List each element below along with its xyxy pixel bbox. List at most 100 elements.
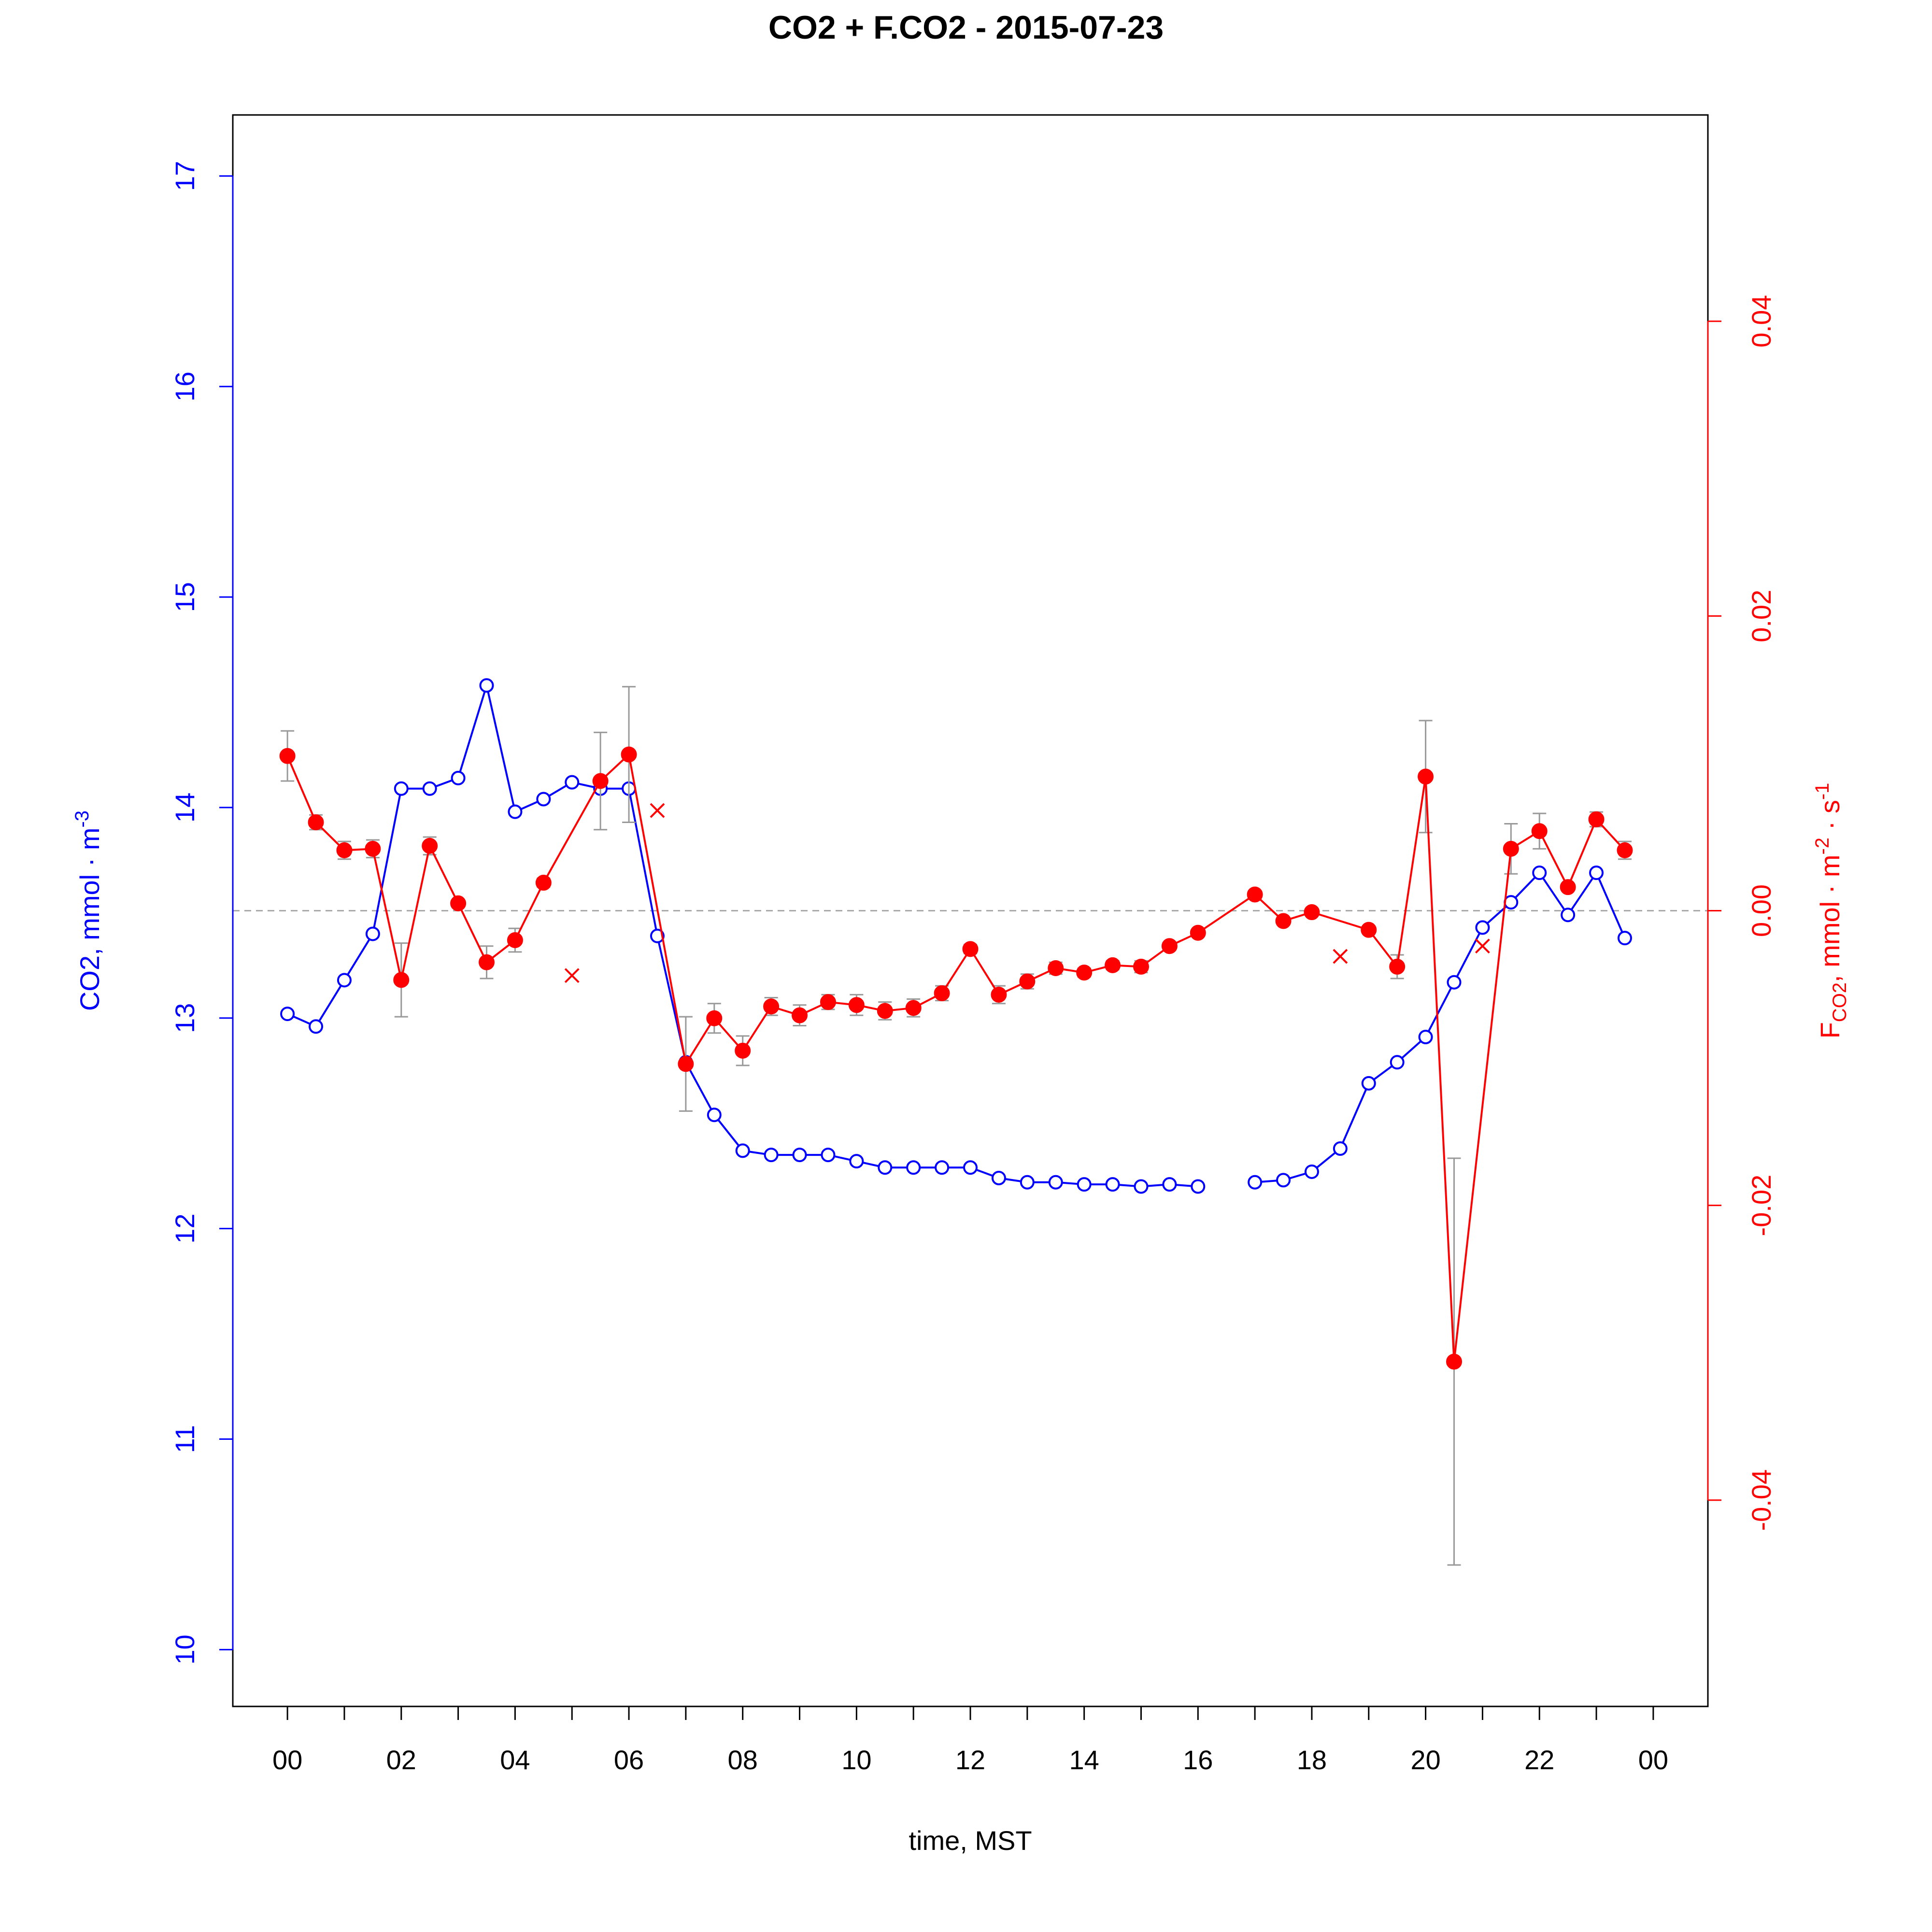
x-tick-label: 18 [1297,1745,1327,1775]
point [1333,1141,1348,1156]
point [1504,895,1519,910]
point [1418,1030,1433,1045]
point [1361,922,1377,938]
x-tick-label: 20 [1410,1745,1440,1775]
point [1161,938,1178,954]
point [479,678,494,693]
point [365,926,380,941]
point-cross [564,968,580,983]
point [1190,924,1206,941]
point-cross [1475,938,1490,954]
point [1617,842,1633,858]
point [478,954,495,970]
point [1560,879,1576,895]
y2-axis-label-part: -1 [1812,783,1833,800]
y-axis-label-part: -3 [71,810,93,828]
point [821,1148,836,1163]
point [849,1154,864,1169]
y2-tick-label: 0.02 [1746,590,1776,642]
point [1105,1177,1120,1192]
point [621,746,637,763]
x-tick-label: 02 [386,1745,416,1775]
x-tick-label: 16 [1183,1745,1213,1775]
point [279,748,296,764]
y2-tick-label: 0.04 [1746,295,1776,348]
x-tick-label: 22 [1524,1745,1554,1775]
point [877,1003,893,1019]
point [308,814,324,830]
point [1475,920,1490,935]
point [1133,958,1149,975]
y2-axis-label-part: , mmol · m [1815,855,1845,982]
point [1588,811,1605,827]
point [1531,823,1548,839]
point [650,928,665,943]
x-tick-label: 04 [500,1745,530,1775]
x-tick-label: 14 [1069,1745,1099,1775]
point [1105,957,1121,973]
point [450,895,467,911]
point [792,1007,808,1023]
point [565,775,580,790]
x-tick-label: 00 [272,1745,302,1775]
point [309,1019,324,1034]
y-tick-label: 16 [170,371,200,401]
y2-tick-label: -0.02 [1746,1175,1776,1236]
point [962,941,979,957]
point [1446,1353,1463,1370]
point [1275,913,1292,929]
y2-axis-label-part: · s [1815,800,1845,838]
point [1617,931,1632,946]
point [1048,960,1064,976]
y-axis-label-part: CO2, mmol · m [74,828,105,1011]
point [1418,768,1434,785]
point [934,985,950,1001]
y2-axis-label-part: CO2 [1829,982,1850,1022]
point [1077,1177,1092,1192]
y2-axis-label-part: -2 [1812,838,1833,855]
y2-axis-label-part: F [1815,1022,1845,1038]
point-cross [650,803,665,818]
y-tick-label: 14 [170,793,200,823]
x-tick-label: 06 [614,1745,644,1775]
point [1020,1175,1035,1190]
x-tick-label: 10 [841,1745,871,1775]
point [422,838,438,854]
point [536,792,551,807]
point [905,1000,922,1016]
point [735,1042,751,1059]
point [906,1160,921,1175]
point [1447,975,1462,990]
point [422,781,437,796]
x-tick-label: 12 [955,1745,985,1775]
y-tick-label: 12 [170,1213,200,1243]
y2-axis-label: FCO2, mmol · m-2 · s-1 [1812,783,1850,1039]
y2-tick-label: 0.00 [1746,884,1776,937]
point [848,997,865,1013]
point [706,1010,723,1026]
point [535,875,552,891]
point [1503,840,1519,857]
point [1389,958,1406,975]
point [393,972,410,988]
y-tick-label: 10 [170,1634,200,1664]
point [1276,1173,1291,1188]
y2-tick-label: -0.04 [1746,1469,1776,1531]
point [792,1148,807,1163]
y-tick-label: 15 [170,582,200,612]
point [508,804,523,819]
point [592,773,609,789]
point [280,1007,295,1022]
point [935,1160,950,1175]
y-tick-label: 11 [170,1425,200,1453]
point [1561,908,1576,923]
y-axis-label: CO2, mmol · m-3 [71,810,105,1011]
point [878,1160,893,1175]
point [1162,1177,1177,1192]
point [1248,1175,1263,1190]
point [735,1143,750,1158]
point [820,994,836,1010]
point [678,1056,694,1072]
